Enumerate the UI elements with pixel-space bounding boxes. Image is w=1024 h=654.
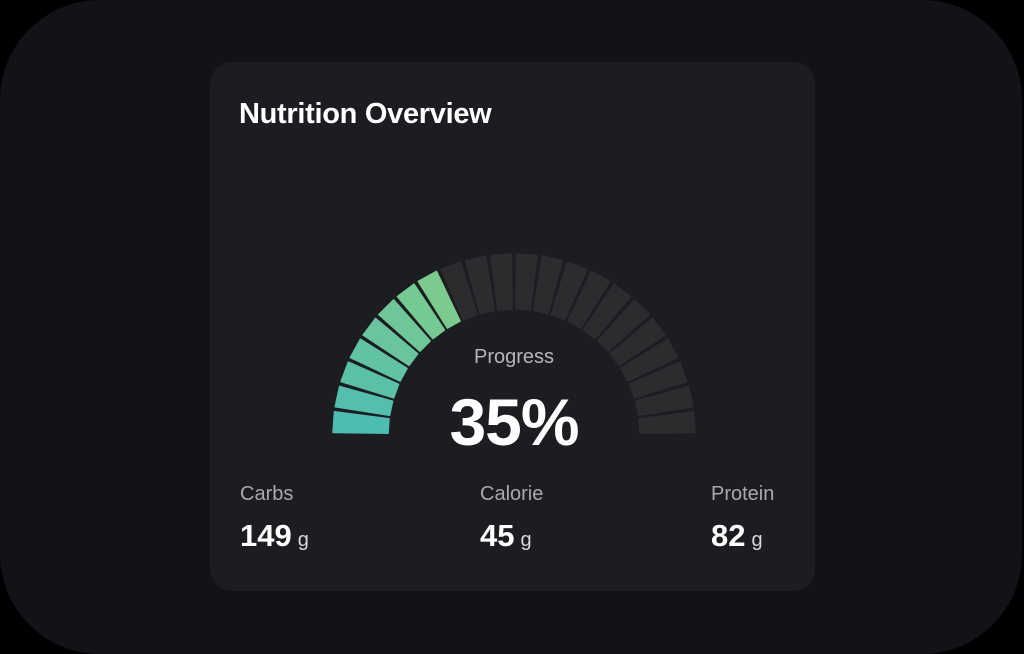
stat-calorie: Calorie 45 g [480,483,543,554]
gauge-segment-empty [628,361,688,399]
gauge-segment-empty [532,255,564,315]
stat-value: 45 [480,518,515,553]
progress-label: Progress [473,346,555,368]
stat-value: 82 [711,518,746,553]
stat-carbs: Carbs 149 g [240,483,309,554]
gauge-segment-empty [550,261,588,321]
card-title: Nutrition Overview [239,98,492,130]
progress-gauge [332,253,696,434]
gauge-segment-filled [378,299,431,352]
gauge-segment-empty [567,270,611,329]
gauge-segment-filled [396,283,446,340]
stat-protein: Protein 82 g [711,483,774,554]
gauge-segment-empty [582,283,632,340]
stat-label: Calorie [480,483,544,505]
progress-value: 35% [449,385,579,459]
stat-value: 149 [240,518,292,553]
gauge-segment-empty [440,261,478,321]
gauge-segment-filled [417,270,461,329]
gauge-segment-filled [334,385,394,417]
stat-unit: g [520,529,532,551]
stat-unit: g [297,529,309,551]
gauge-segment-filled [340,361,400,399]
gauge-segment-filled [349,338,408,382]
gauge-segment-filled [362,317,419,367]
stat-label: Protein [711,483,775,505]
stat-label: Carbs [240,483,294,505]
gauge-segment-empty [638,411,696,434]
gauge-segment-empty [597,299,650,352]
gauge-segment-filled [332,411,390,434]
gauge-segment-empty [634,385,694,417]
gauge-segment-empty [620,338,679,382]
gauge-segment-empty [515,253,538,311]
gauge-segment-empty [490,253,513,311]
gauge-segment-empty [609,317,666,367]
gauge-segment-empty [464,255,496,315]
nutrition-overview-card: Nutrition Overview Progress 35% Carbs 14… [210,62,815,591]
stat-unit: g [751,529,763,551]
